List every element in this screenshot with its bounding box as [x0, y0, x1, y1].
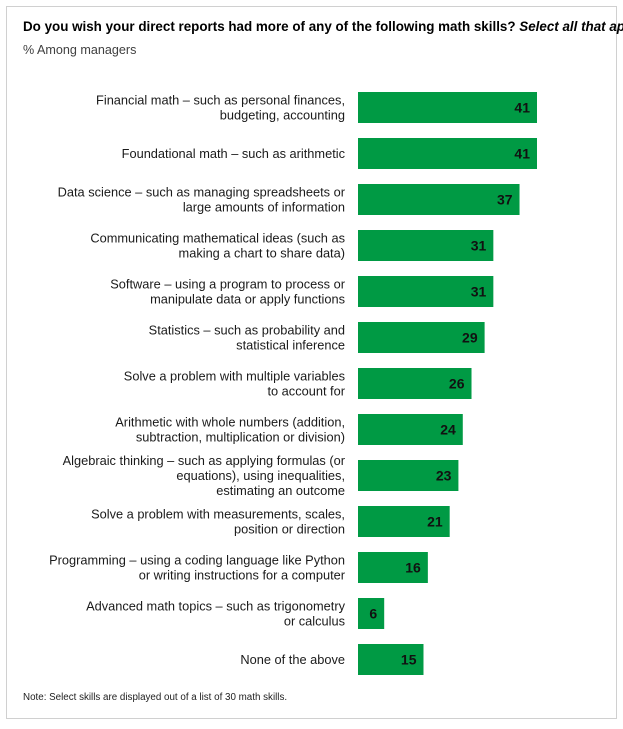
bar-row: 16 Programming – using a coding language …	[49, 552, 428, 583]
category-label-line: Solve a problem with measurements, scale…	[91, 507, 345, 522]
bar	[358, 552, 428, 583]
chart-subtitle: % Among managers	[23, 43, 137, 57]
bar	[358, 322, 485, 353]
category-label-line: estimating an outcome	[216, 483, 345, 498]
category-label-line: Financial math – such as personal financ…	[96, 93, 345, 108]
category-label-line: equations), using inequalities,	[176, 468, 345, 483]
bar-row: 24 Arithmetic with whole numbers (additio…	[115, 414, 463, 445]
chart-note: Note: Select skills are displayed out of…	[23, 692, 288, 703]
category-label-line: Arithmetic with whole numbers (addition,	[115, 415, 345, 430]
bar	[358, 414, 463, 445]
bar-value-label: 6	[369, 606, 377, 622]
bar	[358, 460, 459, 491]
bar-value-label: 26	[449, 376, 465, 392]
bar-value-label: 23	[436, 468, 452, 484]
category-label: Solve a problem with measurements, scale…	[91, 507, 345, 537]
category-label: Programming – using a coding language li…	[49, 553, 346, 583]
category-label: None of the above	[240, 652, 345, 667]
category-label-line: Algebraic thinking – such as applying fo…	[63, 453, 346, 468]
category-label: Data science – such as managing spreadsh…	[58, 185, 346, 215]
bar-value-label: 41	[514, 100, 530, 116]
category-label-line: Data science – such as managing spreadsh…	[58, 185, 346, 200]
bar	[358, 644, 424, 675]
category-label-line: or writing instructions for a computer	[139, 568, 346, 583]
chart-frame	[6, 6, 617, 719]
bar-row: 31 Communicating mathematical ideas (such…	[90, 230, 494, 261]
category-label: Financial math – such as personal financ…	[96, 93, 345, 123]
category-label-line: budgeting, accounting	[220, 108, 345, 123]
category-label-line: Advanced math topics – such as trigonome…	[86, 599, 346, 614]
bar	[358, 506, 450, 537]
bar	[358, 92, 537, 123]
category-label-line: large amounts of information	[183, 200, 345, 215]
bar-row: 21 Solve a problem with measurements, sca…	[91, 506, 450, 537]
category-label-line: subtraction, multiplication or division)	[136, 430, 345, 445]
category-label: Algebraic thinking – such as applying fo…	[63, 453, 346, 498]
category-label-line: Statistics – such as probability and	[149, 323, 345, 338]
bar	[358, 184, 520, 215]
category-label: Advanced math topics – such as trigonome…	[86, 599, 346, 629]
category-label: Software – using a program to process or…	[110, 277, 345, 307]
category-label: Foundational math – such as arithmetic	[122, 146, 346, 161]
bar-row: 26 Solve a problem with multiple variable…	[124, 368, 472, 399]
bar-row: 31 Software – using a program to process …	[110, 276, 494, 307]
bar-row: 23 Algebraic thinking – such as applying …	[63, 453, 459, 498]
bar	[358, 230, 494, 261]
bar-row: 37 Data science – such as managing spread…	[58, 184, 520, 215]
category-label-line: Software – using a program to process or	[110, 277, 345, 292]
bar-value-label: 31	[471, 284, 487, 300]
category-label-line: None of the above	[240, 652, 345, 667]
bar-value-label: 31	[471, 238, 487, 254]
category-label-line: Solve a problem with multiple variables	[124, 369, 345, 384]
bar-value-label: 37	[497, 192, 513, 208]
bar-row: 29 Statistics – such as probability and st…	[149, 322, 485, 353]
bar	[358, 276, 494, 307]
category-label: Solve a problem with multiple variables t…	[124, 369, 346, 399]
category-label-line: making a chart to share data)	[179, 246, 345, 261]
bar-value-label: 21	[427, 514, 443, 530]
category-label: Arithmetic with whole numbers (addition,…	[115, 415, 345, 445]
bar-value-label: 16	[405, 560, 421, 576]
category-label: Statistics – such as probability and stat…	[149, 323, 345, 353]
bar-value-label: 29	[462, 330, 478, 346]
category-label-line: Communicating mathematical ideas (such a…	[90, 231, 345, 246]
category-label-line: position or direction	[234, 522, 345, 537]
category-label-line: statistical inference	[236, 338, 345, 353]
bar-value-label: 24	[440, 422, 456, 438]
category-label-line: Programming – using a coding language li…	[49, 553, 345, 568]
bar-row: 41 Foundational math – such as arithmetic	[122, 138, 537, 169]
bar-value-label: 15	[401, 652, 417, 668]
bar	[358, 368, 472, 399]
bar	[358, 598, 385, 629]
chart-title-emphasis: Select all that apply.	[519, 19, 623, 34]
bar	[358, 138, 537, 169]
category-label-line: or calculus	[284, 614, 345, 629]
category-label-line: manipulate data or apply functions	[150, 292, 345, 307]
chart-title-main: Do you wish your direct reports had more…	[23, 19, 516, 34]
bar-row: 15 None of the above	[240, 644, 424, 675]
category-label: Communicating mathematical ideas (such a…	[90, 231, 345, 261]
bar-row: 6 Advanced math topics – such as trigonom…	[86, 598, 385, 629]
category-label-line: to account for	[267, 384, 345, 399]
bar-value-label: 41	[514, 146, 530, 162]
bar-row: 41 Financial math – such as personal fina…	[96, 92, 537, 123]
chart-title: Do you wish your direct reports had more…	[23, 19, 623, 34]
category-label-line: Foundational math – such as arithmetic	[122, 146, 346, 161]
